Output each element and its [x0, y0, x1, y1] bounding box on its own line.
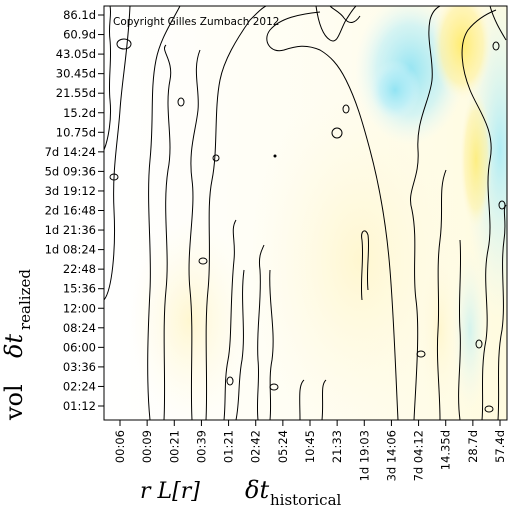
y-tick-label: 06:00	[63, 340, 96, 354]
y-tick-label: 10.75d	[56, 125, 96, 139]
y-tick-label: 15.2d	[63, 106, 96, 120]
yellow-region	[418, 245, 462, 415]
contour-island	[498, 200, 506, 210]
contour-island	[177, 97, 185, 107]
y-tick-label: 22:48	[63, 262, 96, 276]
contour-line	[235, 269, 245, 420]
y-tick-label: 02:24	[63, 379, 96, 393]
cyan-region	[370, 60, 420, 120]
y-tick-label: 30.45d	[56, 67, 96, 81]
cream-region	[130, 220, 250, 420]
contour-island	[273, 154, 277, 158]
contour-island	[226, 376, 234, 386]
x-axis-title: r L[r] δt historical	[140, 476, 342, 509]
cyan-region	[452, 250, 488, 410]
contour-line	[104, 6, 131, 301]
x-tick-label: 1d 19:03	[357, 430, 371, 481]
contour-island	[109, 173, 119, 181]
contour-line	[461, 9, 497, 420]
contour-line	[489, 6, 507, 41]
y-tick-label: 3d 19:12	[45, 184, 96, 198]
x-axis-title-symbol: δt	[245, 476, 269, 504]
x-tick-label: 28.7d	[466, 430, 480, 463]
x-tick-label: 00:06	[113, 430, 127, 463]
x-tick-label: 05:24	[276, 430, 290, 463]
y-tick-label: 01:12	[63, 399, 96, 413]
x-tick-label: 00:39	[194, 430, 208, 463]
y-axis-title-subscript: realized	[16, 269, 34, 330]
contour-line	[321, 379, 327, 420]
contour-line	[329, 6, 361, 23]
contour-line	[266, 11, 399, 420]
y-tick-label: 08:24	[63, 321, 96, 335]
y-tick-label: 1d 08:24	[45, 243, 96, 257]
y-tick-label: 60.9d	[63, 28, 96, 42]
copyright-text: Copyright Gilles Zumbach 2012	[113, 16, 279, 28]
yellow-region	[460, 90, 492, 230]
x-tick-label: 02:42	[249, 430, 263, 463]
contour-line	[436, 169, 447, 420]
contour-island	[416, 350, 426, 358]
contour-line	[104, 6, 112, 151]
contour-island	[198, 257, 208, 265]
y-tick-label: 86.1d	[63, 8, 96, 22]
x-axis-ticks: 00:06 00:09 00:21 00:39 01:21 02:42 05:24 10:45…	[113, 420, 507, 481]
x-axis-title-left: r L[r]	[140, 479, 200, 504]
contour-island	[492, 41, 500, 51]
cream-region	[250, 80, 470, 420]
contour-line	[360, 230, 370, 301]
contour-line	[223, 219, 237, 420]
contour-line	[458, 239, 462, 420]
x-tick-label: 01:21	[222, 430, 236, 463]
y-axis-title-main: vol	[0, 384, 28, 421]
contour-line	[497, 204, 507, 420]
contour-line	[299, 379, 305, 420]
y-tick-label: 15:36	[63, 282, 96, 296]
x-tick-label: 10:45	[303, 430, 317, 463]
contour-line	[410, 6, 441, 420]
y-tick-label: 1d 21:36	[45, 223, 96, 237]
contour-island	[212, 154, 220, 162]
y-tick-label: 21.55d	[56, 86, 96, 100]
contour-line	[163, 44, 172, 420]
y-tick-label: 43.05d	[56, 47, 96, 61]
contour-line	[315, 6, 357, 42]
y-tick-label: 03:36	[63, 360, 96, 374]
x-tick-label: 00:09	[140, 430, 154, 463]
contour-line	[269, 269, 274, 420]
contour-island	[484, 405, 494, 413]
y-axis-title: vol δt realized	[0, 269, 34, 421]
contour-lines	[104, 6, 507, 420]
y-axis-ticks: 86.1d 60.9d 43.05d 30.45d 21.55d 15.2d 10.75d 7…	[45, 8, 104, 413]
contour-island	[342, 104, 350, 114]
x-tick-label: 14.35d	[439, 430, 453, 470]
y-tick-label: 7d 14:24	[45, 145, 96, 159]
contour-island	[331, 127, 343, 139]
y-axis-title-symbol: δt	[0, 334, 28, 358]
x-tick-label: 00:21	[167, 430, 181, 463]
contour-island	[269, 383, 279, 391]
contour-island	[475, 339, 483, 349]
plot-frame	[103, 5, 508, 421]
x-tick-label: 3d 14:06	[384, 430, 398, 481]
plot-area	[104, 6, 507, 420]
y-tick-label: 5d 09:36	[45, 164, 96, 178]
x-axis-title-subscript: historical	[270, 491, 342, 509]
x-tick-label: 7d 04:12	[412, 430, 426, 481]
y-tick-label: 2d 16:48	[45, 204, 96, 218]
contour-line	[188, 49, 201, 420]
contour-islands	[109, 38, 506, 413]
contour-line	[147, 6, 181, 420]
x-tick-label: 57.4d	[493, 430, 507, 463]
contour-line	[256, 244, 265, 420]
x-tick-label: 21:33	[330, 430, 344, 463]
contour-island	[116, 38, 132, 50]
y-tick-label: 12:00	[63, 301, 96, 315]
contour-line	[205, 6, 267, 420]
